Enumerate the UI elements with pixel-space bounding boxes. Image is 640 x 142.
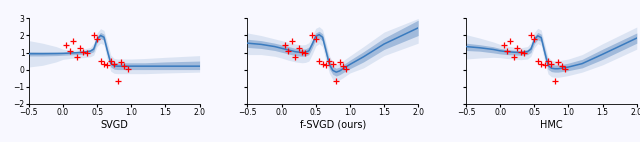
Point: [550, 80, 560, 82]
Point: [88, 34, 99, 36]
Point: [61, 44, 72, 46]
Point: [526, 34, 536, 36]
Point: [119, 65, 129, 67]
Point: [280, 44, 290, 46]
Point: [123, 68, 133, 70]
Point: [92, 38, 102, 40]
Point: [335, 61, 345, 64]
Point: [338, 65, 348, 67]
Point: [109, 63, 119, 66]
Point: [506, 40, 516, 43]
Point: [113, 80, 123, 82]
Point: [557, 65, 567, 67]
Point: [499, 44, 509, 46]
Point: [331, 80, 341, 82]
Point: [297, 51, 307, 53]
Point: [290, 56, 300, 58]
Point: [519, 51, 529, 54]
Point: [532, 60, 543, 62]
X-axis label: f-SVGD (ours): f-SVGD (ours): [300, 120, 366, 130]
Point: [324, 60, 335, 62]
Point: [102, 64, 113, 66]
Point: [106, 60, 116, 62]
Point: [321, 64, 331, 66]
Point: [294, 47, 304, 49]
Point: [536, 62, 547, 65]
Point: [341, 68, 351, 70]
Point: [310, 38, 321, 40]
Point: [317, 62, 328, 65]
Point: [314, 60, 324, 62]
Point: [547, 63, 557, 66]
Point: [300, 51, 310, 54]
Point: [560, 68, 570, 70]
Point: [287, 40, 297, 43]
Point: [78, 51, 88, 53]
Point: [82, 51, 92, 54]
Point: [99, 62, 109, 65]
Point: [68, 40, 78, 43]
Point: [553, 61, 563, 64]
Point: [502, 50, 512, 52]
Point: [512, 47, 522, 49]
X-axis label: HMC: HMC: [540, 120, 563, 130]
X-axis label: SVGD: SVGD: [100, 120, 128, 130]
Point: [540, 64, 550, 66]
Point: [307, 34, 317, 36]
Point: [75, 47, 85, 49]
Point: [328, 63, 338, 66]
Point: [543, 60, 553, 62]
Point: [284, 50, 294, 52]
Point: [72, 56, 82, 58]
Point: [529, 38, 540, 40]
Point: [509, 56, 519, 58]
Point: [65, 50, 75, 52]
Point: [116, 61, 126, 64]
Point: [516, 51, 526, 53]
Point: [95, 60, 106, 62]
